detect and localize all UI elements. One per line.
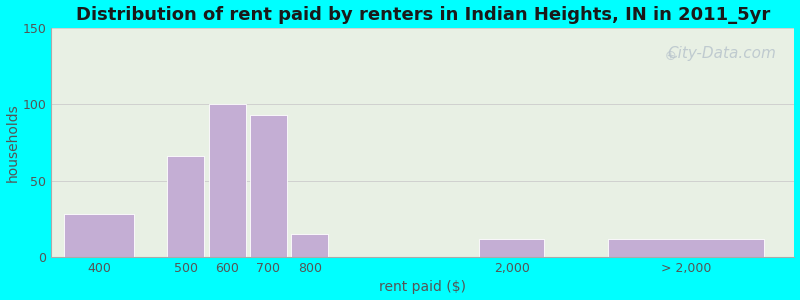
Bar bbox=[479, 239, 545, 257]
Bar bbox=[209, 104, 246, 257]
X-axis label: rent paid ($): rent paid ($) bbox=[379, 280, 466, 294]
Title: Distribution of rent paid by renters in Indian Heights, IN in 2011_5yr: Distribution of rent paid by renters in … bbox=[76, 6, 770, 24]
Bar bbox=[250, 115, 287, 257]
Bar bbox=[607, 239, 764, 257]
Text: ⊕: ⊕ bbox=[664, 49, 676, 62]
Bar bbox=[64, 214, 134, 257]
Bar bbox=[291, 234, 328, 257]
Bar bbox=[167, 156, 204, 257]
Y-axis label: households: households bbox=[6, 103, 19, 182]
Text: City-Data.com: City-Data.com bbox=[667, 46, 776, 61]
